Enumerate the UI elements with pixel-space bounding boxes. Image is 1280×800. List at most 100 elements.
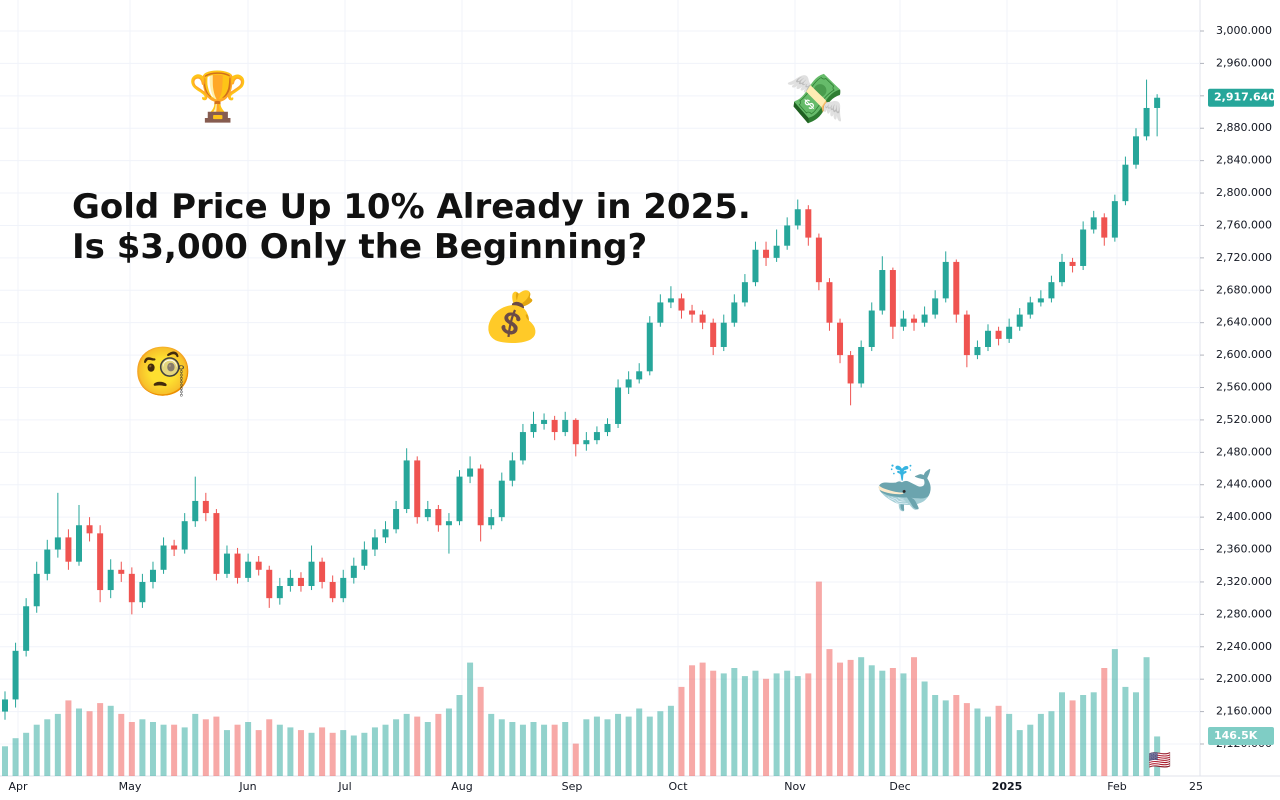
sticker: 💸 xyxy=(785,71,845,127)
volume-bar xyxy=(192,713,199,776)
candle-body xyxy=(879,270,886,311)
volume-bar xyxy=(1069,700,1076,776)
volume-bar xyxy=(1111,649,1118,776)
candle-body xyxy=(477,468,484,526)
x-tick-label: Apr xyxy=(8,780,28,793)
x-tick-label: Nov xyxy=(784,780,806,793)
x-tick-label: Jun xyxy=(238,780,256,793)
price-label-box xyxy=(1208,88,1274,107)
candle-body xyxy=(329,581,336,599)
candle-body xyxy=(847,355,854,384)
candle-body xyxy=(646,322,653,372)
x-tick-label: 25 xyxy=(1189,780,1203,793)
candle-body xyxy=(720,322,727,347)
candle-body xyxy=(858,346,865,384)
y-tick-label: 2,760.000 xyxy=(1216,218,1272,231)
candle-body xyxy=(615,387,622,424)
candle-body xyxy=(541,419,548,424)
volume-bar xyxy=(202,719,209,776)
candle-body xyxy=(382,529,389,538)
x-tick-label: Feb xyxy=(1107,780,1126,793)
candle-body xyxy=(1069,261,1076,266)
candle-body xyxy=(741,282,748,303)
x-tick-label: Sep xyxy=(562,780,583,793)
volume-bar xyxy=(329,732,336,776)
candle-body xyxy=(33,573,40,607)
candle-body xyxy=(1027,302,1034,315)
volume-bar xyxy=(1154,736,1161,776)
candle-body xyxy=(583,440,590,445)
candle-body xyxy=(467,468,474,477)
candle-body xyxy=(911,318,918,323)
candle-body xyxy=(287,577,294,587)
volume-bar xyxy=(995,705,1002,776)
candle-body xyxy=(1037,298,1044,303)
y-tick-label: 2,200.000 xyxy=(1216,672,1272,685)
volume-bar xyxy=(234,724,241,776)
candle-body xyxy=(1080,229,1087,266)
candle-body xyxy=(1154,97,1161,108)
candle-body xyxy=(65,537,72,562)
volume-bar xyxy=(530,722,537,776)
volume-bar xyxy=(297,730,304,776)
candle-body xyxy=(826,282,833,323)
candle-body xyxy=(86,525,93,534)
volume-bar xyxy=(2,746,8,776)
volume-bar xyxy=(456,695,463,776)
volume-bar xyxy=(752,670,759,776)
volume-bar xyxy=(1059,692,1065,776)
volume-label: 146.5K xyxy=(1214,729,1258,742)
candle-body xyxy=(75,525,82,562)
volume-bar xyxy=(741,676,748,776)
candle-body xyxy=(403,460,410,510)
volume-bar xyxy=(445,708,452,776)
volume-bar xyxy=(276,724,283,776)
y-tick-label: 2,280.000 xyxy=(1216,607,1272,620)
y-tick-label: 2,240.000 xyxy=(1216,640,1272,653)
candle-body xyxy=(171,545,178,550)
candle-body xyxy=(128,573,135,603)
candle-body xyxy=(445,521,452,526)
sticker: 🇺🇸 xyxy=(1149,750,1171,771)
volume-bar xyxy=(858,657,865,776)
x-tick-label: Aug xyxy=(451,780,472,793)
candle-body xyxy=(435,509,442,526)
x-tick-label: Dec xyxy=(889,780,910,793)
volume-bar xyxy=(498,719,505,776)
y-tick-label: 2,840.000 xyxy=(1216,154,1272,167)
candle-body xyxy=(667,298,674,303)
volume-bar xyxy=(784,670,791,776)
volume-bar xyxy=(815,581,822,776)
candle-body xyxy=(519,432,526,461)
y-tick-label: 2,400.000 xyxy=(1216,510,1272,523)
volume-bar xyxy=(1006,713,1013,776)
candle-body xyxy=(266,569,273,599)
volume-bar xyxy=(213,716,220,776)
candle-body xyxy=(192,500,199,522)
candle-body xyxy=(1090,217,1097,230)
volume-bar xyxy=(646,716,653,776)
candle-body xyxy=(530,423,537,433)
volume-bar xyxy=(615,713,622,776)
volume-bar xyxy=(139,719,146,776)
volume-bar xyxy=(847,659,854,776)
candle-body xyxy=(213,513,220,574)
candle-body xyxy=(1101,217,1108,238)
volume-bar xyxy=(488,713,495,776)
candle-body xyxy=(509,460,516,481)
candle-body xyxy=(974,346,981,356)
candle-body xyxy=(657,302,664,323)
sticker: 💰 xyxy=(482,289,542,345)
volume-bar xyxy=(519,724,526,776)
candle-body xyxy=(815,237,822,283)
volume-bar xyxy=(509,722,516,776)
volume-bar xyxy=(604,719,611,776)
volume-bar xyxy=(287,727,294,776)
x-tick-label: 2025 xyxy=(992,780,1023,793)
candle-body xyxy=(1006,326,1013,339)
volume-bar xyxy=(149,722,156,776)
candle-body xyxy=(1143,107,1150,137)
candle-body xyxy=(551,419,558,433)
